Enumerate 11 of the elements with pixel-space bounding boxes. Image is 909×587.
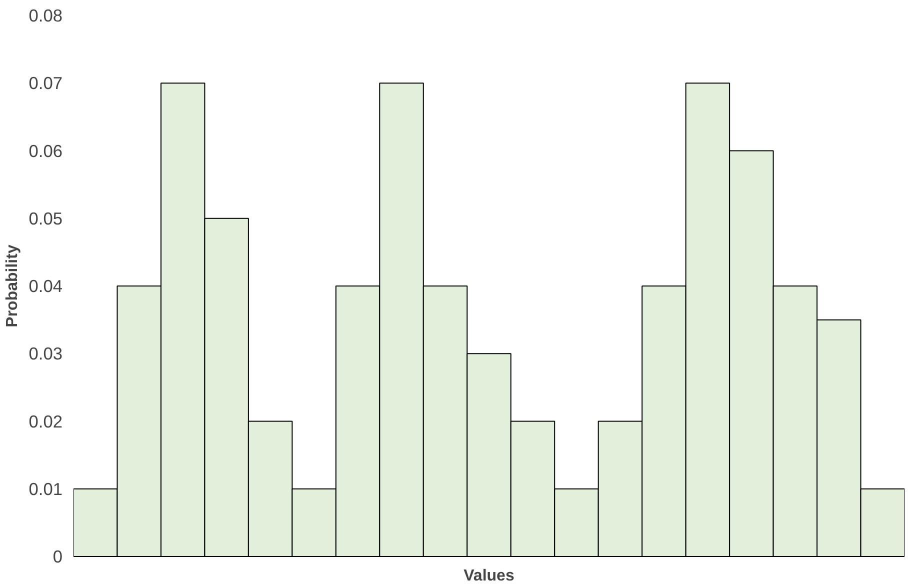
y-tick-label: 0.07 — [28, 73, 63, 94]
y-tick-label: 0.06 — [28, 140, 63, 161]
y-tick-label: 0.02 — [28, 411, 63, 432]
y-tick-label: 0.01 — [28, 478, 63, 499]
y-tick-label: 0.08 — [28, 6, 63, 26]
y-tick-label: 0 — [52, 546, 63, 566]
y-tick-label: 0.05 — [28, 208, 63, 228]
x-axis-title: Values — [464, 568, 514, 584]
y-tick-label: 0.04 — [28, 276, 63, 296]
y-axis-title: Probability — [4, 244, 21, 328]
y-tick-label: 0.03 — [28, 344, 63, 364]
